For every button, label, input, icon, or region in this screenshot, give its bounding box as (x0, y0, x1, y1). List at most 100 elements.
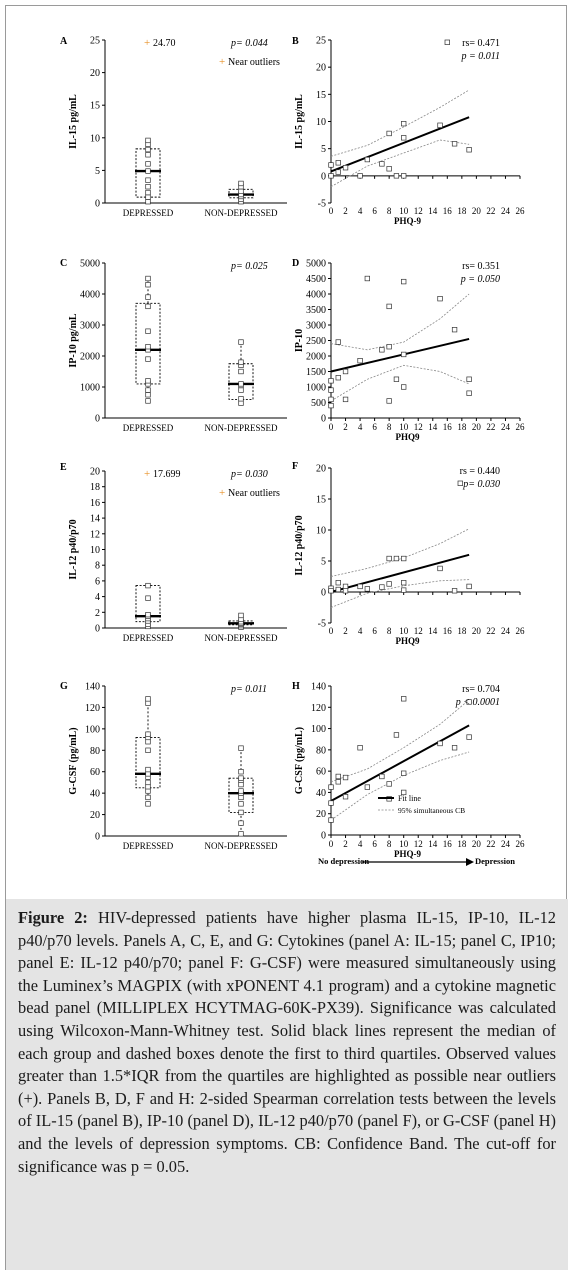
y-tick-label: 0 (321, 171, 326, 182)
data-point (145, 595, 151, 601)
data-point (342, 368, 349, 375)
caption-text: HIV-depressed patients have higher plasm… (18, 908, 556, 1176)
data-point (145, 194, 151, 200)
y-tick-label: -5 (318, 199, 326, 210)
y-tick-label: 100 (85, 724, 100, 735)
data-point (145, 398, 151, 404)
data-point (328, 387, 334, 393)
data-point (145, 696, 151, 702)
x-tick-label: 12 (414, 422, 423, 432)
x-category-label: NON-DEPRESSED (204, 208, 278, 218)
data-point (401, 789, 407, 796)
near-outlier-plus-marker: + (219, 56, 225, 68)
x-tick-label: 26 (516, 626, 526, 636)
y-axis-title: IL-12 p40/p70 (294, 515, 305, 575)
data-point (238, 612, 244, 619)
y-tick-label: 0 (95, 624, 100, 635)
x-category-label: DEPRESSED (123, 208, 174, 218)
data-point (335, 169, 341, 175)
panel-letter: E (60, 462, 67, 473)
data-point (386, 130, 392, 137)
data-point (238, 381, 244, 387)
y-tick-label: 20 (316, 809, 326, 820)
x-tick-label: 16 (443, 206, 453, 216)
data-point (466, 699, 472, 705)
y-tick-label: 140 (85, 682, 100, 693)
data-point (145, 161, 151, 167)
y-tick-label: 14 (90, 514, 100, 525)
x-tick-label: 24 (501, 206, 511, 216)
outlier-plus-marker: + (144, 37, 150, 49)
p-value-label: p= 0.025 (230, 261, 268, 272)
x-tick-label: 2 (343, 626, 348, 636)
legend-marker (457, 480, 463, 486)
x-tick-label: 8 (387, 422, 392, 432)
data-point (335, 339, 341, 345)
data-point (466, 734, 472, 740)
x-axis-title: PHQ9 (396, 432, 420, 442)
x-tick-label: 10 (399, 206, 409, 216)
fit-line (330, 724, 470, 802)
legend-marker (444, 39, 450, 45)
y-tick-label: 5 (95, 166, 100, 177)
y-tick-label: 2 (95, 608, 100, 619)
data-point (437, 740, 443, 747)
y-tick-label: 8 (95, 561, 100, 572)
data-point (386, 398, 392, 404)
data-point (386, 166, 392, 172)
data-point (145, 356, 151, 362)
ci-upper-band (330, 699, 470, 783)
data-point (401, 121, 407, 127)
data-point (379, 161, 385, 167)
data-point (466, 376, 472, 382)
data-point (238, 368, 244, 375)
panel-letter: D (292, 258, 299, 269)
data-point (401, 278, 407, 285)
x-tick-label: 18 (457, 422, 467, 432)
data-point (145, 282, 151, 288)
ci-upper-band (330, 293, 470, 351)
data-point (328, 396, 334, 403)
rs-value-label: rs= 0.471 (462, 38, 500, 49)
data-point (238, 339, 244, 345)
data-point (401, 587, 407, 593)
data-point (145, 392, 151, 398)
data-point (145, 303, 151, 310)
data-point (238, 396, 244, 402)
y-tick-label: 10 (316, 526, 326, 537)
y-tick-label: 20 (316, 464, 326, 475)
p-value-label: p < 0.0001 (455, 697, 500, 708)
x-tick-label: 8 (387, 839, 392, 849)
data-point (145, 378, 151, 384)
x-tick-label: 0 (329, 422, 334, 432)
data-point (238, 775, 244, 781)
x-tick-label: 26 (516, 206, 526, 216)
x-tick-label: 6 (372, 422, 377, 432)
fit-line (330, 553, 470, 593)
x-tick-label: 20 (472, 626, 482, 636)
x-tick-label: 24 (501, 422, 511, 432)
x-tick-label: 22 (486, 839, 495, 849)
data-point (238, 188, 244, 194)
data-point (238, 788, 244, 794)
data-point (145, 152, 151, 158)
y-tick-label: 4000 (306, 290, 326, 301)
data-point (238, 820, 244, 826)
y-tick-label: 18 (90, 482, 100, 493)
data-point (466, 147, 472, 153)
y-tick-label: 3000 (80, 321, 100, 332)
outlier-value-label: 24.70 (153, 38, 176, 49)
panel-letter: C (60, 258, 67, 269)
y-tick-label: 20 (90, 68, 100, 79)
x-tick-label: 22 (486, 422, 495, 432)
ci-upper-band (330, 89, 470, 157)
data-point (386, 555, 392, 562)
legend-fit-line-label: Fit line (398, 794, 421, 803)
y-tick-label: 10 (90, 545, 100, 556)
data-point (342, 774, 349, 781)
data-point (393, 376, 400, 382)
x-tick-label: 12 (414, 206, 423, 216)
x-tick-label: 8 (387, 206, 392, 216)
y-tick-label: 80 (316, 745, 326, 756)
data-point (328, 800, 334, 806)
